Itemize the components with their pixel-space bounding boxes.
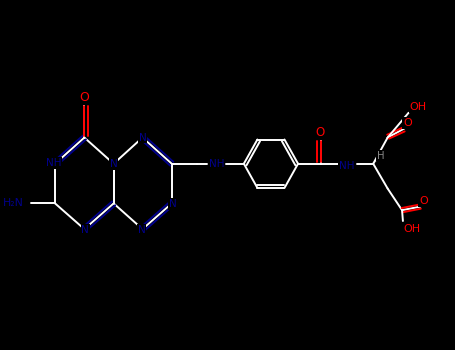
Text: NH: NH bbox=[209, 159, 224, 169]
Text: O: O bbox=[403, 118, 412, 128]
Text: N: N bbox=[81, 225, 89, 235]
Text: OH: OH bbox=[403, 224, 420, 234]
Text: N: N bbox=[138, 225, 146, 235]
Text: OH: OH bbox=[410, 102, 427, 112]
Text: N: N bbox=[169, 199, 177, 209]
Text: N: N bbox=[139, 133, 147, 142]
Text: O: O bbox=[419, 196, 428, 206]
Text: N: N bbox=[110, 159, 117, 169]
Text: H₂N: H₂N bbox=[3, 198, 24, 208]
Text: H: H bbox=[377, 150, 384, 161]
Text: NH: NH bbox=[46, 158, 61, 168]
Text: O: O bbox=[80, 91, 89, 104]
Text: NH: NH bbox=[339, 161, 354, 170]
Text: O: O bbox=[315, 126, 324, 139]
